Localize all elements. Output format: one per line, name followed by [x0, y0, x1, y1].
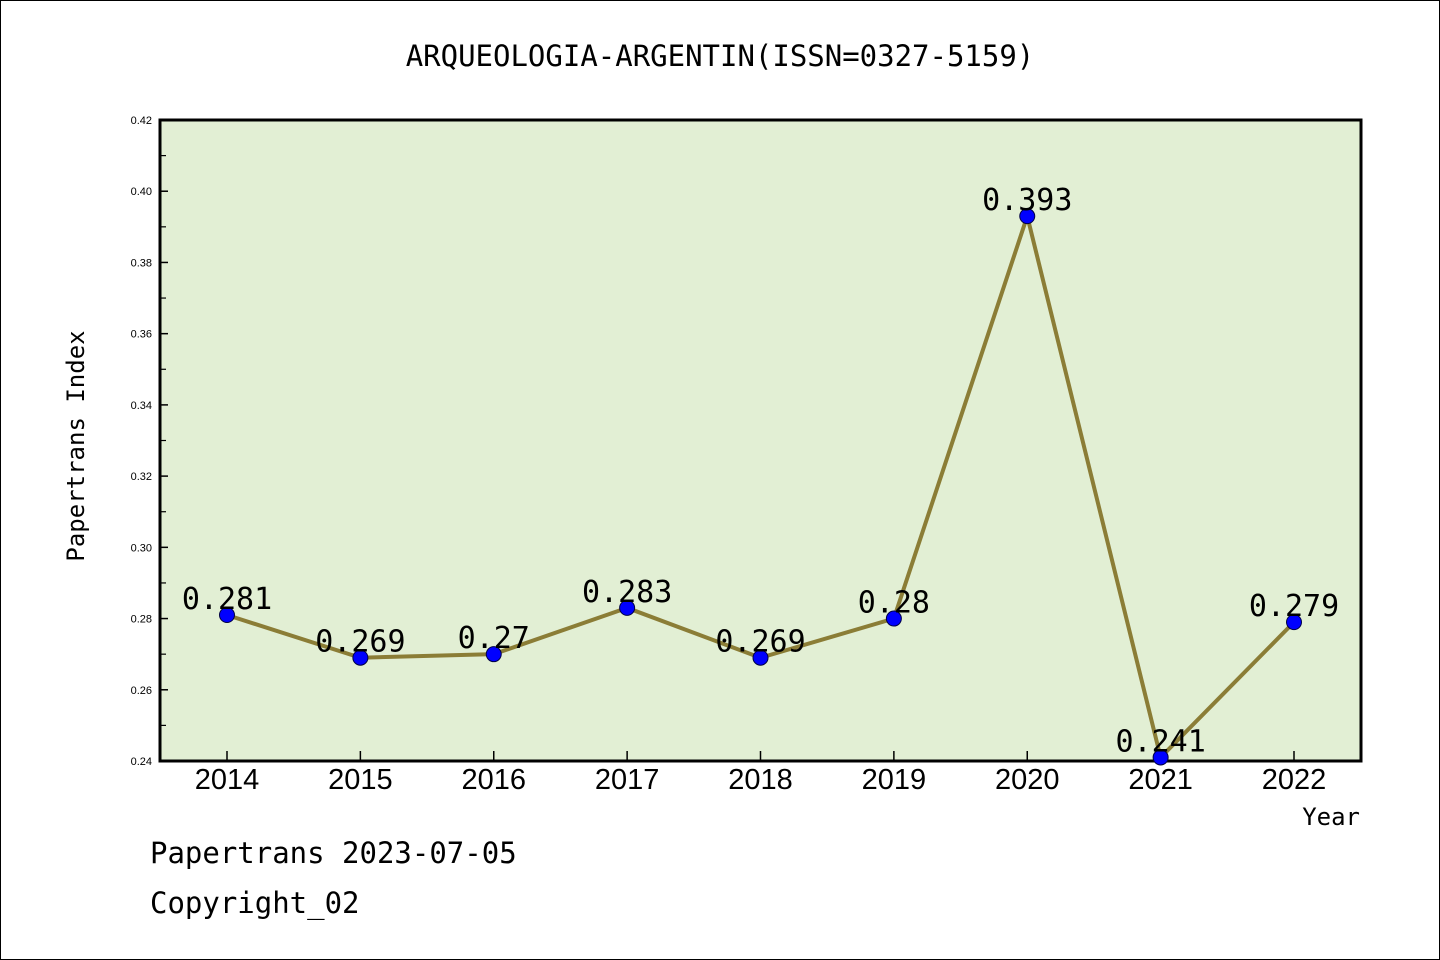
data-label: 0.393	[982, 183, 1072, 218]
data-point	[352, 649, 369, 666]
footer-date: Papertrans 2023-07-05	[150, 836, 517, 870]
data-point	[1286, 614, 1302, 631]
chart-title: ARQUEOLOGIA-ARGENTIN(ISSN=0327-5159)	[406, 39, 1035, 73]
data-point	[1152, 749, 1169, 766]
y-tick-label: 0.42	[131, 115, 152, 127]
data-point	[752, 649, 769, 666]
y-tick-label: 0.34	[131, 400, 152, 412]
y-axis-label: Papertrans Index	[62, 330, 90, 561]
data-point	[219, 606, 235, 623]
series-line-group: 0.281 0.269 0.27 0.283 0.269 0.28 0.393 0.241 0.…	[182, 183, 1339, 766]
data-label: 0.269	[315, 625, 405, 660]
data-point	[1019, 208, 1036, 225]
data-label: 0.283	[582, 575, 672, 610]
data-point	[485, 646, 502, 663]
x-axis: 2014 2015 2016 2017 2018 2019 2020 2021 2022	[195, 751, 1327, 796]
data-label: 0.28	[858, 586, 930, 621]
x-tick-label: 2017	[595, 764, 660, 796]
y-tick-label: 0.36	[131, 329, 152, 341]
x-tick-label: 2015	[328, 764, 393, 796]
y-tick-label: 0.40	[131, 186, 152, 198]
data-point	[885, 610, 902, 627]
data-label: 0.279	[1249, 589, 1339, 624]
x-tick-label: 2019	[862, 764, 927, 796]
y-tick-label: 0.28	[131, 614, 152, 626]
x-tick-label: 2018	[728, 764, 793, 796]
y-tick-label: 0.38	[131, 257, 152, 269]
y-tick-label: 0.30	[131, 542, 152, 554]
data-point	[619, 599, 636, 616]
data-label: 0.281	[182, 582, 272, 617]
y-tick-label: 0.26	[131, 685, 152, 697]
data-label: 0.269	[715, 625, 805, 660]
x-tick-label: 2020	[995, 764, 1060, 796]
y-tick-label: 0.32	[131, 471, 152, 483]
x-tick-label: 2021	[1128, 764, 1193, 796]
y-axis: 0.24 0.26 0.28 0.30 0.32 0.34 0.36 0.38 0.40 0.42	[131, 115, 168, 768]
x-tick-label: 2022	[1262, 764, 1327, 796]
x-tick-label: 2014	[195, 764, 260, 796]
y-tick-label: 0.24	[131, 756, 152, 768]
data-label: 0.241	[1115, 724, 1205, 759]
x-axis-label: Year	[1302, 803, 1360, 831]
data-label: 0.27	[458, 621, 530, 656]
x-tick-label: 2016	[461, 764, 526, 796]
footer-copyright: Copyright_02	[150, 886, 360, 921]
